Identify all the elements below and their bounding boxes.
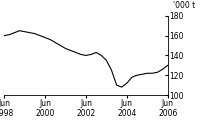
Text: '000 t: '000 t: [173, 1, 195, 10]
